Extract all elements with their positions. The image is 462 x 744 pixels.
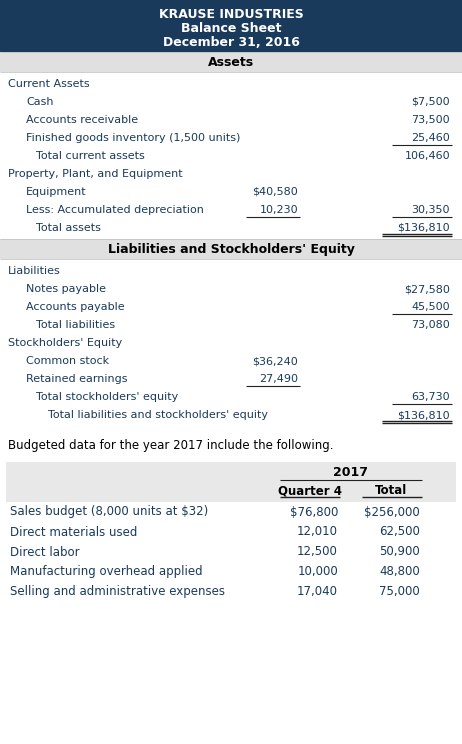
Text: 48,800: 48,800 xyxy=(379,565,420,579)
Text: 63,730: 63,730 xyxy=(411,392,450,402)
Text: Total assets: Total assets xyxy=(36,223,101,233)
Text: 10,230: 10,230 xyxy=(259,205,298,215)
Text: 10,000: 10,000 xyxy=(297,565,338,579)
Text: Total current assets: Total current assets xyxy=(36,151,145,161)
Text: $256,000: $256,000 xyxy=(364,505,420,519)
Text: Total stockholders' equity: Total stockholders' equity xyxy=(36,392,178,402)
Text: Manufacturing overhead applied: Manufacturing overhead applied xyxy=(10,565,203,579)
Text: Liabilities: Liabilities xyxy=(8,266,61,276)
Text: Total liabilities: Total liabilities xyxy=(36,320,115,330)
Text: 73,080: 73,080 xyxy=(411,320,450,330)
Text: 2017: 2017 xyxy=(333,466,368,479)
Text: $40,580: $40,580 xyxy=(252,187,298,197)
Text: $136,810: $136,810 xyxy=(397,223,450,233)
Text: Quarter 4: Quarter 4 xyxy=(279,484,342,498)
Text: 12,010: 12,010 xyxy=(297,525,338,539)
Text: 25,460: 25,460 xyxy=(411,133,450,143)
Text: 27,490: 27,490 xyxy=(259,374,298,384)
Text: Retained earnings: Retained earnings xyxy=(26,374,128,384)
Text: Current Assets: Current Assets xyxy=(8,79,90,89)
Text: 50,900: 50,900 xyxy=(379,545,420,559)
Text: Notes payable: Notes payable xyxy=(26,284,106,294)
Text: Total: Total xyxy=(375,484,407,498)
Text: Accounts receivable: Accounts receivable xyxy=(26,115,138,125)
Text: Equipment: Equipment xyxy=(26,187,87,197)
Text: Stockholders' Equity: Stockholders' Equity xyxy=(8,338,122,348)
Text: Cash: Cash xyxy=(26,97,54,107)
Text: Common stock: Common stock xyxy=(26,356,109,366)
Text: $36,240: $36,240 xyxy=(252,356,298,366)
Text: Direct materials used: Direct materials used xyxy=(10,525,137,539)
Text: December 31, 2016: December 31, 2016 xyxy=(163,36,299,48)
Text: Total liabilities and stockholders' equity: Total liabilities and stockholders' equi… xyxy=(48,410,268,420)
Text: Property, Plant, and Equipment: Property, Plant, and Equipment xyxy=(8,169,182,179)
Text: Accounts payable: Accounts payable xyxy=(26,302,125,312)
Text: Finished goods inventory (1,500 units): Finished goods inventory (1,500 units) xyxy=(26,133,240,143)
Text: KRAUSE INDUSTRIES: KRAUSE INDUSTRIES xyxy=(158,7,304,21)
Text: Less: Accumulated depreciation: Less: Accumulated depreciation xyxy=(26,205,204,215)
Text: Direct labor: Direct labor xyxy=(10,545,79,559)
Text: $136,810: $136,810 xyxy=(397,410,450,420)
Bar xyxy=(0,239,462,259)
Text: $7,500: $7,500 xyxy=(411,97,450,107)
Text: 106,460: 106,460 xyxy=(404,151,450,161)
Bar xyxy=(0,52,462,72)
Text: Assets: Assets xyxy=(208,56,254,68)
Text: 45,500: 45,500 xyxy=(411,302,450,312)
Text: 73,500: 73,500 xyxy=(411,115,450,125)
Text: 17,040: 17,040 xyxy=(297,586,338,598)
Text: Sales budget (8,000 units at $32): Sales budget (8,000 units at $32) xyxy=(10,505,208,519)
Text: 12,500: 12,500 xyxy=(297,545,338,559)
Bar xyxy=(0,0,462,52)
Text: 62,500: 62,500 xyxy=(379,525,420,539)
Bar xyxy=(6,462,456,502)
Text: Balance Sheet: Balance Sheet xyxy=(181,22,281,34)
Text: Liabilities and Stockholders' Equity: Liabilities and Stockholders' Equity xyxy=(108,243,354,255)
Text: Selling and administrative expenses: Selling and administrative expenses xyxy=(10,586,225,598)
Text: $27,580: $27,580 xyxy=(404,284,450,294)
Text: 30,350: 30,350 xyxy=(412,205,450,215)
Text: 75,000: 75,000 xyxy=(379,586,420,598)
Text: $76,800: $76,800 xyxy=(290,505,338,519)
Text: Budgeted data for the year 2017 include the following.: Budgeted data for the year 2017 include … xyxy=(8,440,334,452)
